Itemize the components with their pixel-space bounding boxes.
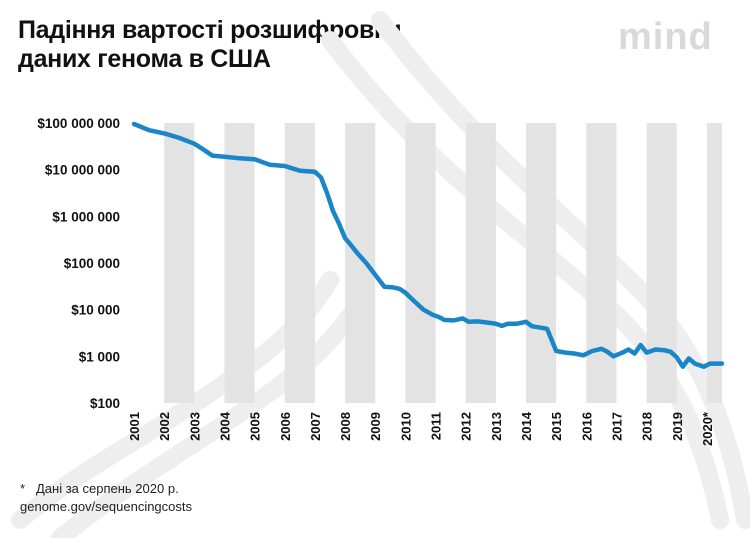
dna-strand-d: [51, 291, 369, 538]
x-tick-label: 2005: [248, 412, 263, 441]
footnote-asterisk: *: [20, 481, 26, 496]
y-tick-label: $1 000: [79, 349, 120, 364]
year-band-2008: [345, 123, 376, 403]
year-band-2012: [465, 123, 496, 403]
x-tick-label: 2013: [489, 412, 504, 441]
year-band-2018: [646, 123, 677, 403]
dna-strand-b: [371, 11, 750, 529]
year-band-2010: [405, 123, 436, 403]
x-tick-label: 2002: [157, 412, 172, 441]
x-tick-label: 2019: [670, 412, 685, 441]
y-tick-label: $10 000: [71, 303, 120, 318]
mind-logo: mind: [618, 16, 713, 58]
x-tick-label: 2015: [549, 412, 564, 441]
year-band-2004: [224, 123, 255, 403]
series-layer: [131, 121, 725, 369]
y-tick-label: $1 000 000: [52, 209, 120, 224]
x-tick-label: 2017: [609, 412, 624, 441]
year-bands: [164, 123, 722, 403]
year-band-2014: [526, 123, 557, 403]
x-tick-label: 2012: [459, 412, 474, 441]
footnote: * Дані за серпень 2020 р. genome.gov/sequ…: [20, 480, 192, 516]
chart-title-line-2: даних генома в США: [18, 45, 271, 73]
year-band-2020: [706, 123, 722, 403]
y-tick-label: $100: [90, 396, 120, 411]
x-axis-labels: 2001 2002 2003 2004 2005 2006 2007 2008 2009 2010…: [127, 411, 715, 446]
x-tick-label: 2008: [338, 412, 353, 441]
x-tick-label: 2014: [519, 411, 534, 441]
x-tick-label: 2006: [278, 412, 293, 441]
year-band-2016: [586, 123, 617, 403]
y-tick-label: $100 000: [64, 256, 120, 271]
x-tick-label: 2004: [217, 411, 232, 441]
dna-helix-background-art: [11, 11, 750, 538]
x-tick-label: 2018: [640, 412, 655, 441]
y-tick-label: $100 000 000: [37, 116, 120, 131]
x-tick-label: 2011: [429, 412, 444, 440]
x-tick-label: 2020*: [700, 411, 715, 446]
x-tick-label: 2016: [579, 412, 594, 441]
y-tick-label: $10 000 000: [45, 163, 120, 178]
footnote-note: * Дані за серпень 2020 р.: [20, 480, 192, 498]
year-band-2002: [164, 123, 195, 403]
year-band-2006: [284, 123, 315, 403]
x-tick-label: 2007: [308, 412, 323, 441]
footnote-source: genome.gov/sequencingcosts: [20, 499, 193, 514]
chart-title: Падіння вартості розшифровки даних геном…: [18, 16, 402, 74]
x-tick-label: 2003: [187, 412, 202, 441]
x-tick-label: 2009: [368, 412, 383, 441]
x-tick-label: 2001: [127, 412, 142, 441]
y-axis-labels: $100 000 000 $10 000 000 $1 000 000 $100 00…: [37, 116, 120, 411]
x-tick-label: 2010: [398, 412, 413, 441]
footnote-text: Дані за серпень 2020 р.: [36, 481, 179, 496]
